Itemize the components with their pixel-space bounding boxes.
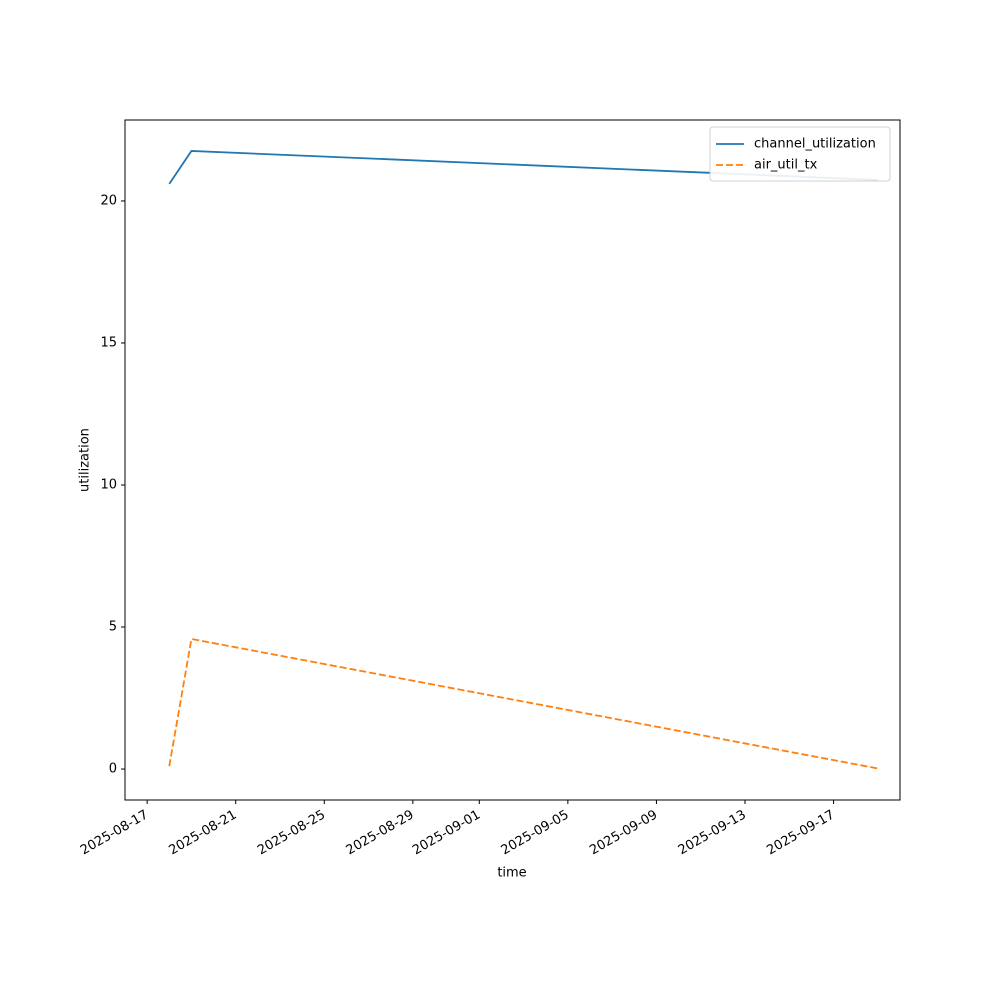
x-tick-label: 2025-09-09 [587,808,660,859]
x-axis-label: time [497,866,526,881]
y-tick-label: 0 [109,762,117,777]
x-tick-label: 2025-08-29 [344,808,417,859]
x-tick-label: 2025-08-25 [255,808,328,859]
plot-frame [124,119,901,801]
y-axis-label: utilization [78,428,93,492]
legend-label: air_util_tx [754,158,818,173]
y-tick-label: 15 [100,335,117,350]
x-tick-label: 2025-08-17 [78,808,151,859]
x-tick-label: 2025-08-21 [167,808,240,859]
x-tick-label: 2025-09-17 [764,808,837,859]
y-tick-label: 5 [109,620,117,635]
legend-label: channel_utilization [754,137,876,152]
series-line [168,637,879,770]
series-line [168,150,878,185]
y-tick-label: 10 [100,477,117,492]
y-tick-label: 20 [100,193,117,208]
legend-box [709,126,891,182]
x-tick-label: 2025-09-05 [499,808,572,859]
x-tick-label: 2025-09-13 [676,808,749,859]
x-tick-label: 2025-09-01 [410,808,483,859]
